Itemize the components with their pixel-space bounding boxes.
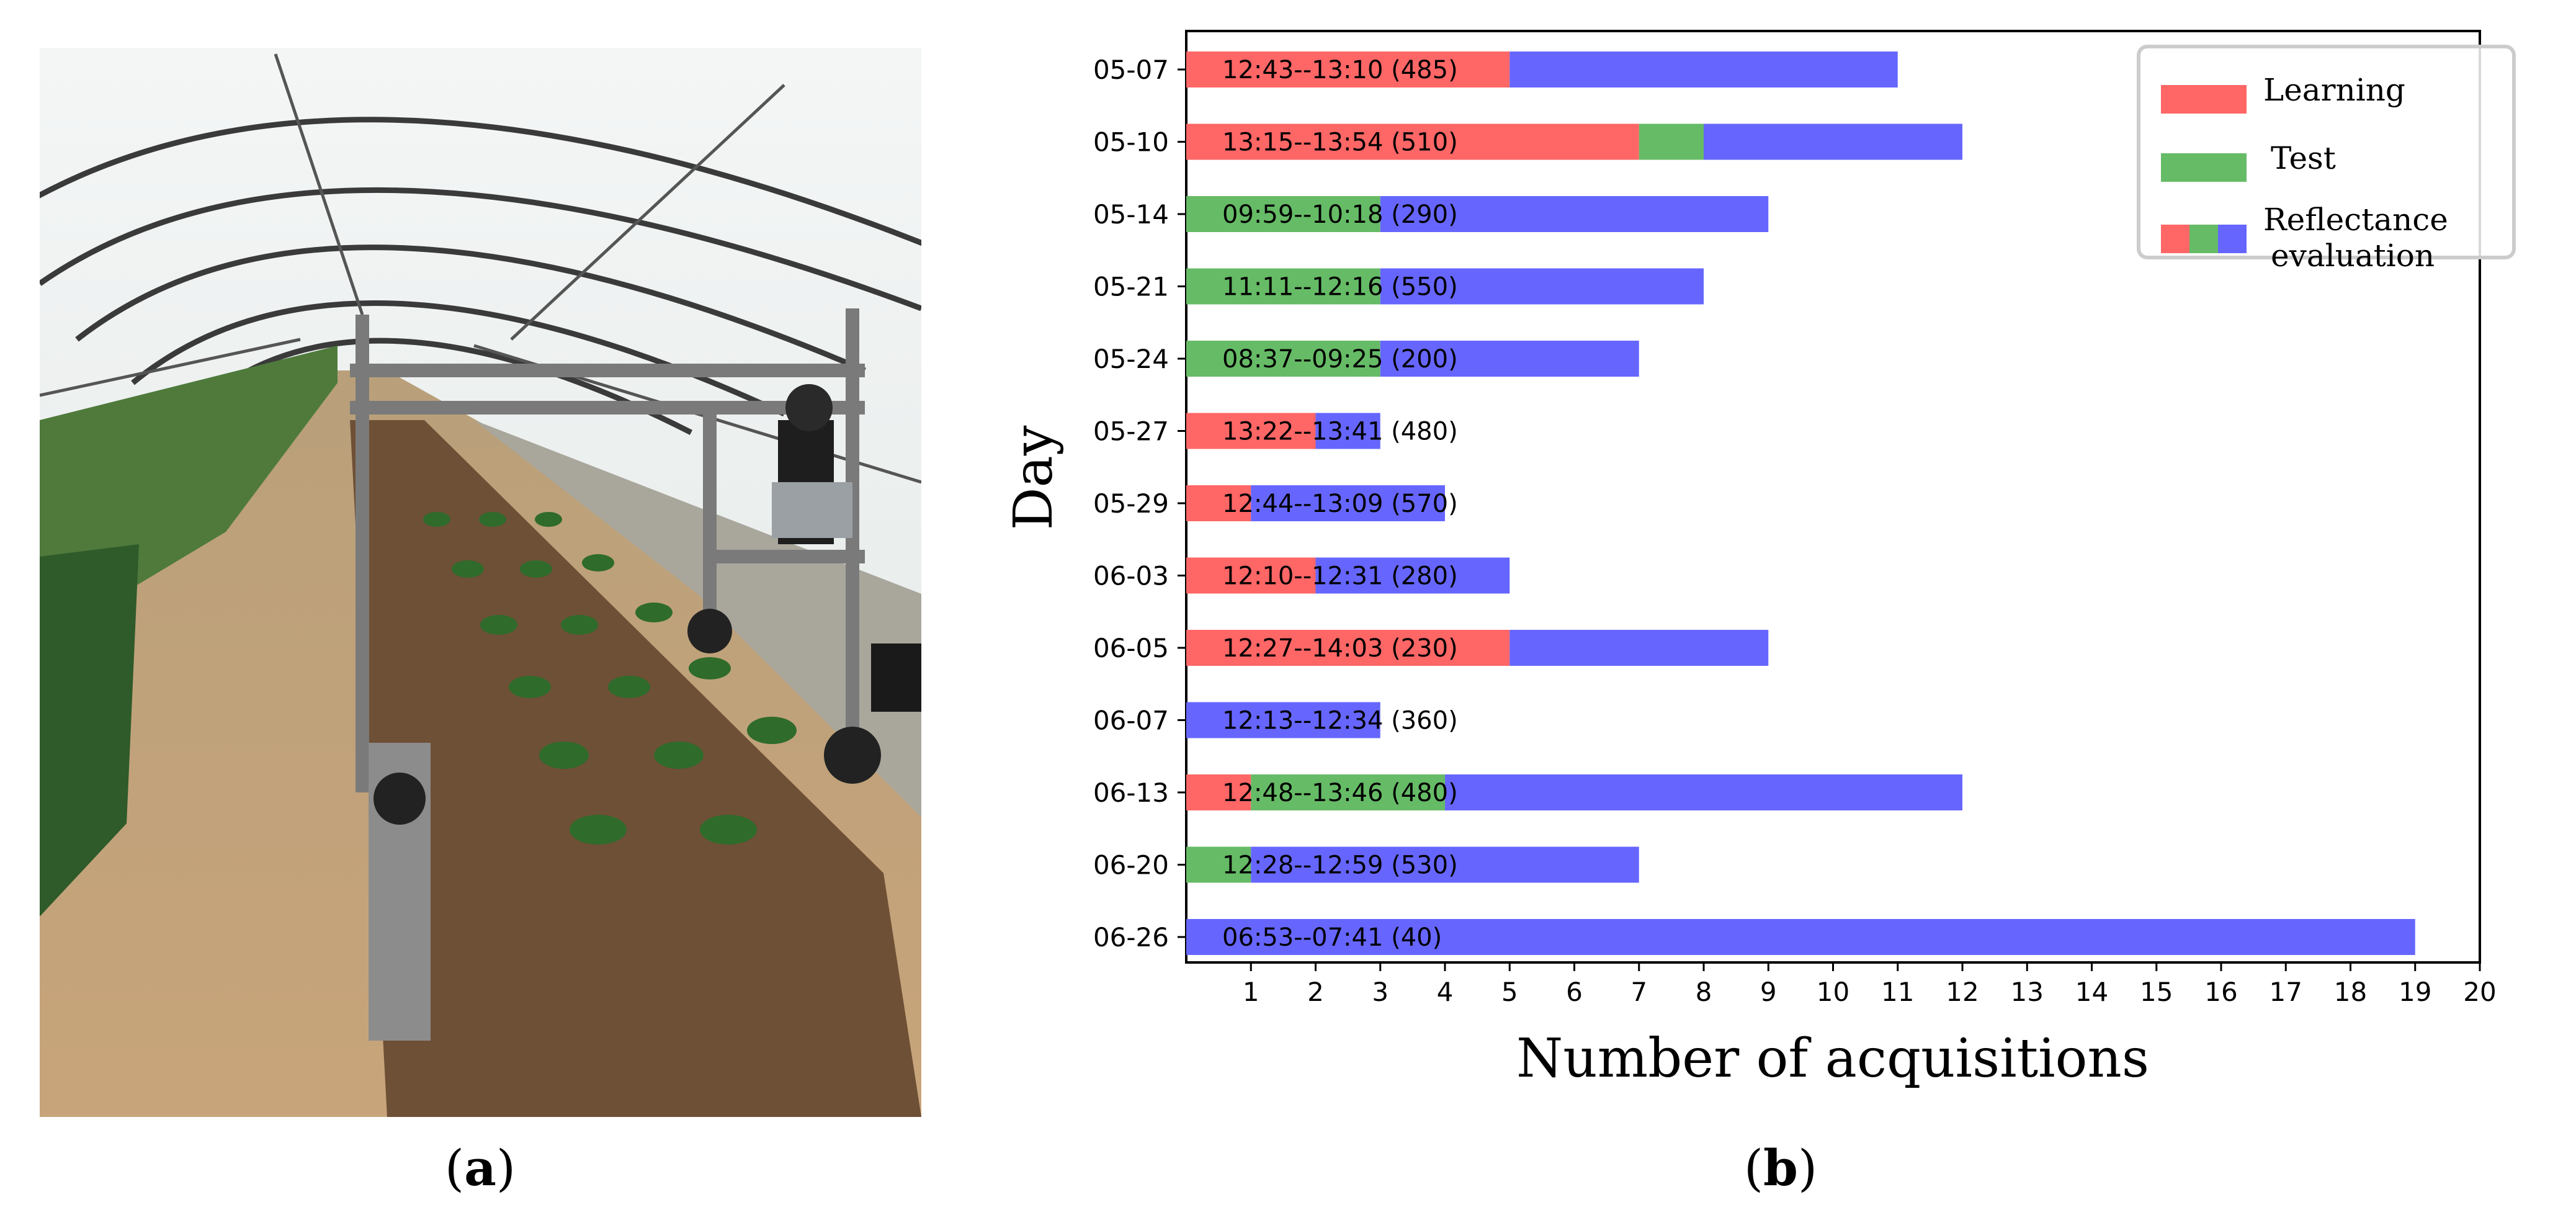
x-tick-label: 16 <box>2204 977 2237 1007</box>
bar-data-label: 12:44--13:09 (570) <box>1222 490 1458 518</box>
y-tick-label: 05-07 <box>1093 55 1169 85</box>
bar-segment-learning <box>1186 52 1510 87</box>
y-tick-label: 06-07 <box>1093 706 1169 736</box>
bar-segment-reflectance <box>1251 846 1639 883</box>
bar-segment-reflectance <box>1251 485 1445 521</box>
legend-label: Reflectance <box>2263 202 2448 238</box>
bar-segment-reflectance <box>1380 268 1704 305</box>
bar-segment-reflectance <box>1380 196 1769 232</box>
bar-data-label: 09:59--10:18 (290) <box>1222 200 1458 229</box>
y-tick-label: 05-27 <box>1093 416 1169 447</box>
legend-swatch-reflectance <box>2218 225 2247 253</box>
caption-a: (a) <box>444 1139 516 1197</box>
bar-data-label: 13:15--13:54 (510) <box>1222 128 1458 157</box>
legend-swatch-learning <box>2161 225 2189 253</box>
y-tick-label: 05-29 <box>1093 488 1169 519</box>
bars-layer <box>1186 52 2415 955</box>
x-tick-label: 7 <box>1630 977 1647 1007</box>
bar-labels-layer: 12:43--13:10 (485) 13:15--13:54 (510) 09:5… <box>1222 56 1458 952</box>
bar-segment-learning <box>1186 557 1316 594</box>
y-tick-label: 06-20 <box>1093 850 1169 881</box>
y-axis: 05-07 05-10 05-14 05-21 05-24 05-27 05-29 06-03… <box>1093 55 1186 953</box>
x-tick-label: 17 <box>2270 977 2302 1007</box>
bar-segment-test <box>1186 846 1251 883</box>
x-axis: 1 2 3 4 5 6 7 8 9 10 11 12 13 14 15 16 17 18 19 20 <box>1243 962 2497 1007</box>
bar-segment-test <box>1186 196 1380 232</box>
caption-b: (b) <box>1743 1139 1818 1197</box>
x-tick-label: 15 <box>2140 977 2173 1007</box>
y-tick-label: 06-03 <box>1093 561 1169 591</box>
bar-segment-reflectance <box>1509 52 1898 87</box>
bar-segment-reflectance <box>1445 774 1962 810</box>
x-tick-label: 18 <box>2334 977 2367 1007</box>
y-tick-label: 06-13 <box>1093 778 1169 808</box>
legend-swatch-test <box>2161 153 2247 182</box>
bar-data-label: 12:43--13:10 (485) <box>1222 56 1458 84</box>
x-tick-label: 5 <box>1501 977 1518 1007</box>
bar-data-label: 13:22--13:41 (480) <box>1222 418 1458 446</box>
bar-data-label: 06:53--07:41 (40) <box>1222 923 1442 952</box>
x-tick-label: 14 <box>2075 977 2108 1007</box>
bar-data-label: 11:11--12:16 (550) <box>1222 273 1458 302</box>
y-tick-label: 05-24 <box>1093 344 1169 374</box>
bar-data-label: 08:37--09:25 (200) <box>1222 345 1458 374</box>
bar-segment-test <box>1186 268 1380 305</box>
y-tick-label: 06-05 <box>1093 633 1169 663</box>
bar-data-label: 12:28--12:59 (530) <box>1222 851 1458 880</box>
greenhouse-photo <box>40 48 921 1117</box>
bar-segment-reflectance <box>1315 557 1510 594</box>
bar-segment-reflectance <box>1186 919 2415 955</box>
bar-segment-reflectance <box>1704 123 1962 160</box>
x-tick-label: 20 <box>2463 977 2496 1007</box>
legend-swatch-learning <box>2161 85 2247 114</box>
bar-segment-reflectance <box>1186 702 1380 738</box>
bar-segment-reflectance <box>1380 341 1639 377</box>
y-tick-label: 05-10 <box>1093 127 1169 158</box>
y-tick-label: 06-26 <box>1093 922 1169 953</box>
x-tick-label: 9 <box>1760 977 1777 1007</box>
x-tick-label: 8 <box>1696 977 1712 1007</box>
bar-data-label: 12:13--12:34 (360) <box>1222 707 1458 735</box>
x-tick-label: 4 <box>1437 977 1454 1007</box>
x-tick-label: 11 <box>1881 977 1914 1007</box>
bar-segment-reflectance <box>1315 413 1380 449</box>
x-tick-label: 10 <box>1817 977 1849 1007</box>
bar-segment-test <box>1639 123 1704 160</box>
bar-segment-reflectance <box>1509 630 1769 666</box>
bar-segment-learning <box>1186 485 1251 521</box>
bar-data-label: 12:10--12:31 (280) <box>1222 562 1458 591</box>
bar-data-label: 12:48--13:46 (480) <box>1222 779 1458 807</box>
x-tick-label: 6 <box>1566 977 1583 1007</box>
greenhouse-robot-photo-icon <box>40 48 921 1117</box>
bar-segment-learning <box>1186 413 1316 449</box>
legend-label: Learning <box>2263 72 2405 108</box>
bar-segment-test <box>1251 774 1445 810</box>
legend-label: Test <box>2271 140 2336 176</box>
bar-segment-learning <box>1186 774 1251 810</box>
bar-data-label: 12:27--14:03 (230) <box>1222 634 1458 663</box>
x-tick-label: 12 <box>1946 977 1979 1007</box>
legend-label: evaluation <box>2271 238 2435 274</box>
x-tick-label: 13 <box>2011 977 2044 1007</box>
x-tick-label: 2 <box>1307 977 1324 1007</box>
bar-segment-learning <box>1186 123 1639 160</box>
bar-segment-test <box>1186 341 1380 377</box>
y-tick-label: 05-21 <box>1093 272 1169 302</box>
y-axis-title: Day <box>1003 425 1065 530</box>
y-tick-label: 05-14 <box>1093 199 1169 230</box>
legend-swatch-test <box>2189 225 2218 253</box>
x-tick-label: 1 <box>1243 977 1259 1007</box>
x-axis-title: Number of acquisitions <box>1516 1028 2149 1090</box>
bar-segment-learning <box>1186 630 1510 666</box>
x-tick-label: 3 <box>1372 977 1389 1007</box>
x-tick-label: 19 <box>2399 977 2431 1007</box>
